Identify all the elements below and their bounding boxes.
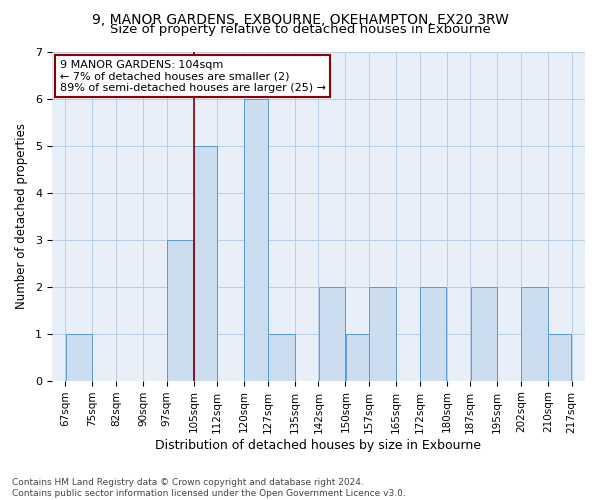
Text: 9 MANOR GARDENS: 104sqm
← 7% of detached houses are smaller (2)
89% of semi-deta: 9 MANOR GARDENS: 104sqm ← 7% of detached… xyxy=(60,60,326,93)
Bar xyxy=(521,286,548,380)
Bar xyxy=(420,286,446,380)
Text: Contains HM Land Registry data © Crown copyright and database right 2024.
Contai: Contains HM Land Registry data © Crown c… xyxy=(12,478,406,498)
Text: 9, MANOR GARDENS, EXBOURNE, OKEHAMPTON, EX20 3RW: 9, MANOR GARDENS, EXBOURNE, OKEHAMPTON, … xyxy=(92,12,508,26)
Bar xyxy=(167,240,193,380)
Bar xyxy=(369,286,396,380)
Bar xyxy=(65,334,92,380)
Bar xyxy=(319,286,345,380)
X-axis label: Distribution of detached houses by size in Exbourne: Distribution of detached houses by size … xyxy=(155,440,481,452)
Text: Size of property relative to detached houses in Exbourne: Size of property relative to detached ho… xyxy=(110,22,490,36)
Bar xyxy=(346,334,369,380)
Bar xyxy=(268,334,295,380)
Bar xyxy=(470,286,497,380)
Bar xyxy=(194,146,217,380)
Bar xyxy=(244,98,268,380)
Y-axis label: Number of detached properties: Number of detached properties xyxy=(15,123,28,309)
Bar xyxy=(548,334,571,380)
